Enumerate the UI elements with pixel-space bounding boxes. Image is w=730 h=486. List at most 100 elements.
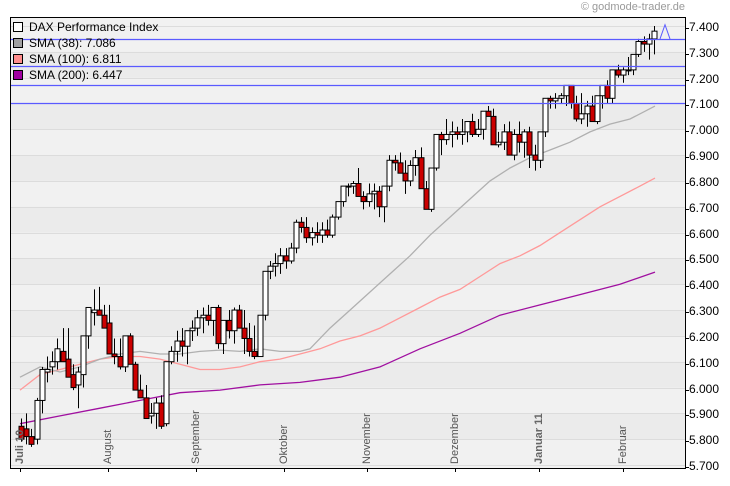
- candle-up: [542, 97, 549, 133]
- plot-band: [10, 258, 685, 285]
- candle-up: [620, 69, 627, 76]
- candle-down: [589, 105, 596, 123]
- candle-up: [630, 53, 637, 71]
- candle-down: [246, 337, 253, 352]
- candle-down: [205, 314, 212, 321]
- legend-swatch-icon: [13, 54, 23, 64]
- candle-down: [106, 322, 113, 355]
- candle-down: [137, 389, 144, 399]
- candle-up: [220, 319, 227, 345]
- candle-down: [132, 363, 139, 391]
- sma200-line: [19, 271, 656, 425]
- candle-up: [85, 306, 92, 337]
- candle-up: [651, 30, 658, 40]
- candle-up: [511, 133, 518, 156]
- candle-up: [386, 159, 393, 187]
- x-axis-label: Oktober: [278, 424, 290, 464]
- y-axis-label: 7.300: [689, 45, 720, 60]
- candle-up: [184, 330, 191, 347]
- plot-frame: [10, 17, 686, 469]
- candle-down: [490, 115, 497, 146]
- candle-up: [49, 361, 56, 368]
- plot-band: [10, 310, 685, 336]
- up-arrow-icon: [659, 23, 671, 40]
- candle-down: [226, 319, 233, 332]
- candle-down: [547, 97, 554, 102]
- candle-down: [454, 131, 461, 135]
- candle-up: [309, 232, 316, 239]
- y-axis-label: 6.200: [689, 329, 720, 344]
- candle-down: [179, 340, 186, 347]
- y-axis-label: 6.600: [689, 226, 720, 241]
- candle-down: [402, 172, 409, 182]
- x-axis-label: Juli 10: [14, 429, 26, 464]
- candle-down: [526, 131, 533, 156]
- plot-band: [10, 103, 685, 130]
- candle-up: [75, 371, 82, 386]
- candle-up: [168, 350, 175, 363]
- chart-legend: DAX Performance Index SMA (38): 7.086 SM…: [11, 19, 158, 83]
- candle-up: [552, 97, 559, 102]
- candle-up: [277, 255, 284, 265]
- candle-up: [329, 216, 336, 236]
- candle-up: [635, 40, 642, 55]
- candle-up: [609, 69, 616, 99]
- candle-up: [174, 340, 181, 352]
- x-axis-label: Januar 11: [533, 413, 545, 464]
- y-axis-label: 6.800: [689, 174, 720, 189]
- candle-down: [360, 195, 367, 203]
- candle-down: [324, 229, 331, 236]
- candle-up: [599, 84, 606, 97]
- candle-up: [122, 335, 129, 368]
- candle-down: [28, 436, 35, 445]
- candle-down: [215, 306, 222, 345]
- candle-up: [625, 69, 632, 72]
- candle-up: [407, 164, 414, 182]
- legend-label: DAX Performance Index: [29, 20, 159, 34]
- candle-down: [516, 133, 523, 143]
- candle-down: [615, 69, 622, 76]
- candle-down: [65, 358, 72, 378]
- candle-up: [449, 131, 456, 135]
- watermark: © godmode-trader.de: [580, 1, 685, 13]
- candle-up: [563, 84, 570, 97]
- candle-up: [594, 95, 601, 123]
- candle-down: [438, 133, 445, 141]
- candle-down: [392, 159, 399, 164]
- candle-down: [418, 157, 425, 190]
- candle-up: [443, 133, 450, 141]
- x-axis-label: November: [361, 413, 373, 464]
- candle-down: [376, 190, 383, 208]
- candle-up: [335, 201, 342, 218]
- plot-band: [10, 413, 685, 440]
- candle-up: [480, 110, 487, 130]
- candle-up: [433, 133, 440, 169]
- y-axis-label: 7.200: [689, 71, 720, 86]
- candle-up: [231, 309, 238, 332]
- y-axis-label: 6.000: [689, 381, 720, 396]
- candle-down: [568, 84, 575, 104]
- legend-item-dax: DAX Performance Index: [11, 19, 158, 35]
- candle-up: [381, 185, 388, 208]
- candle-down: [283, 255, 290, 262]
- y-axis-label: 5.700: [689, 459, 720, 473]
- candle-up: [521, 131, 528, 143]
- x-axis-label: August: [102, 429, 114, 464]
- candle-up: [91, 309, 98, 314]
- legend-label: SMA (100): 6.811: [29, 52, 122, 66]
- candle-up: [345, 185, 352, 188]
- candle-down: [60, 350, 67, 363]
- x-axis-label: Dezember: [449, 413, 461, 464]
- legend-item-sma200: SMA (200): 6.447: [11, 67, 158, 83]
- plot-band: [10, 155, 685, 181]
- y-axis-label: 6.100: [689, 355, 720, 370]
- candle-down: [506, 131, 513, 156]
- legend-item-sma100: SMA (100): 6.811: [11, 51, 158, 67]
- candle-up: [537, 131, 544, 161]
- candle-down: [96, 309, 103, 316]
- candle-down: [111, 353, 118, 358]
- candle-up: [340, 185, 347, 203]
- candle-down: [423, 188, 430, 210]
